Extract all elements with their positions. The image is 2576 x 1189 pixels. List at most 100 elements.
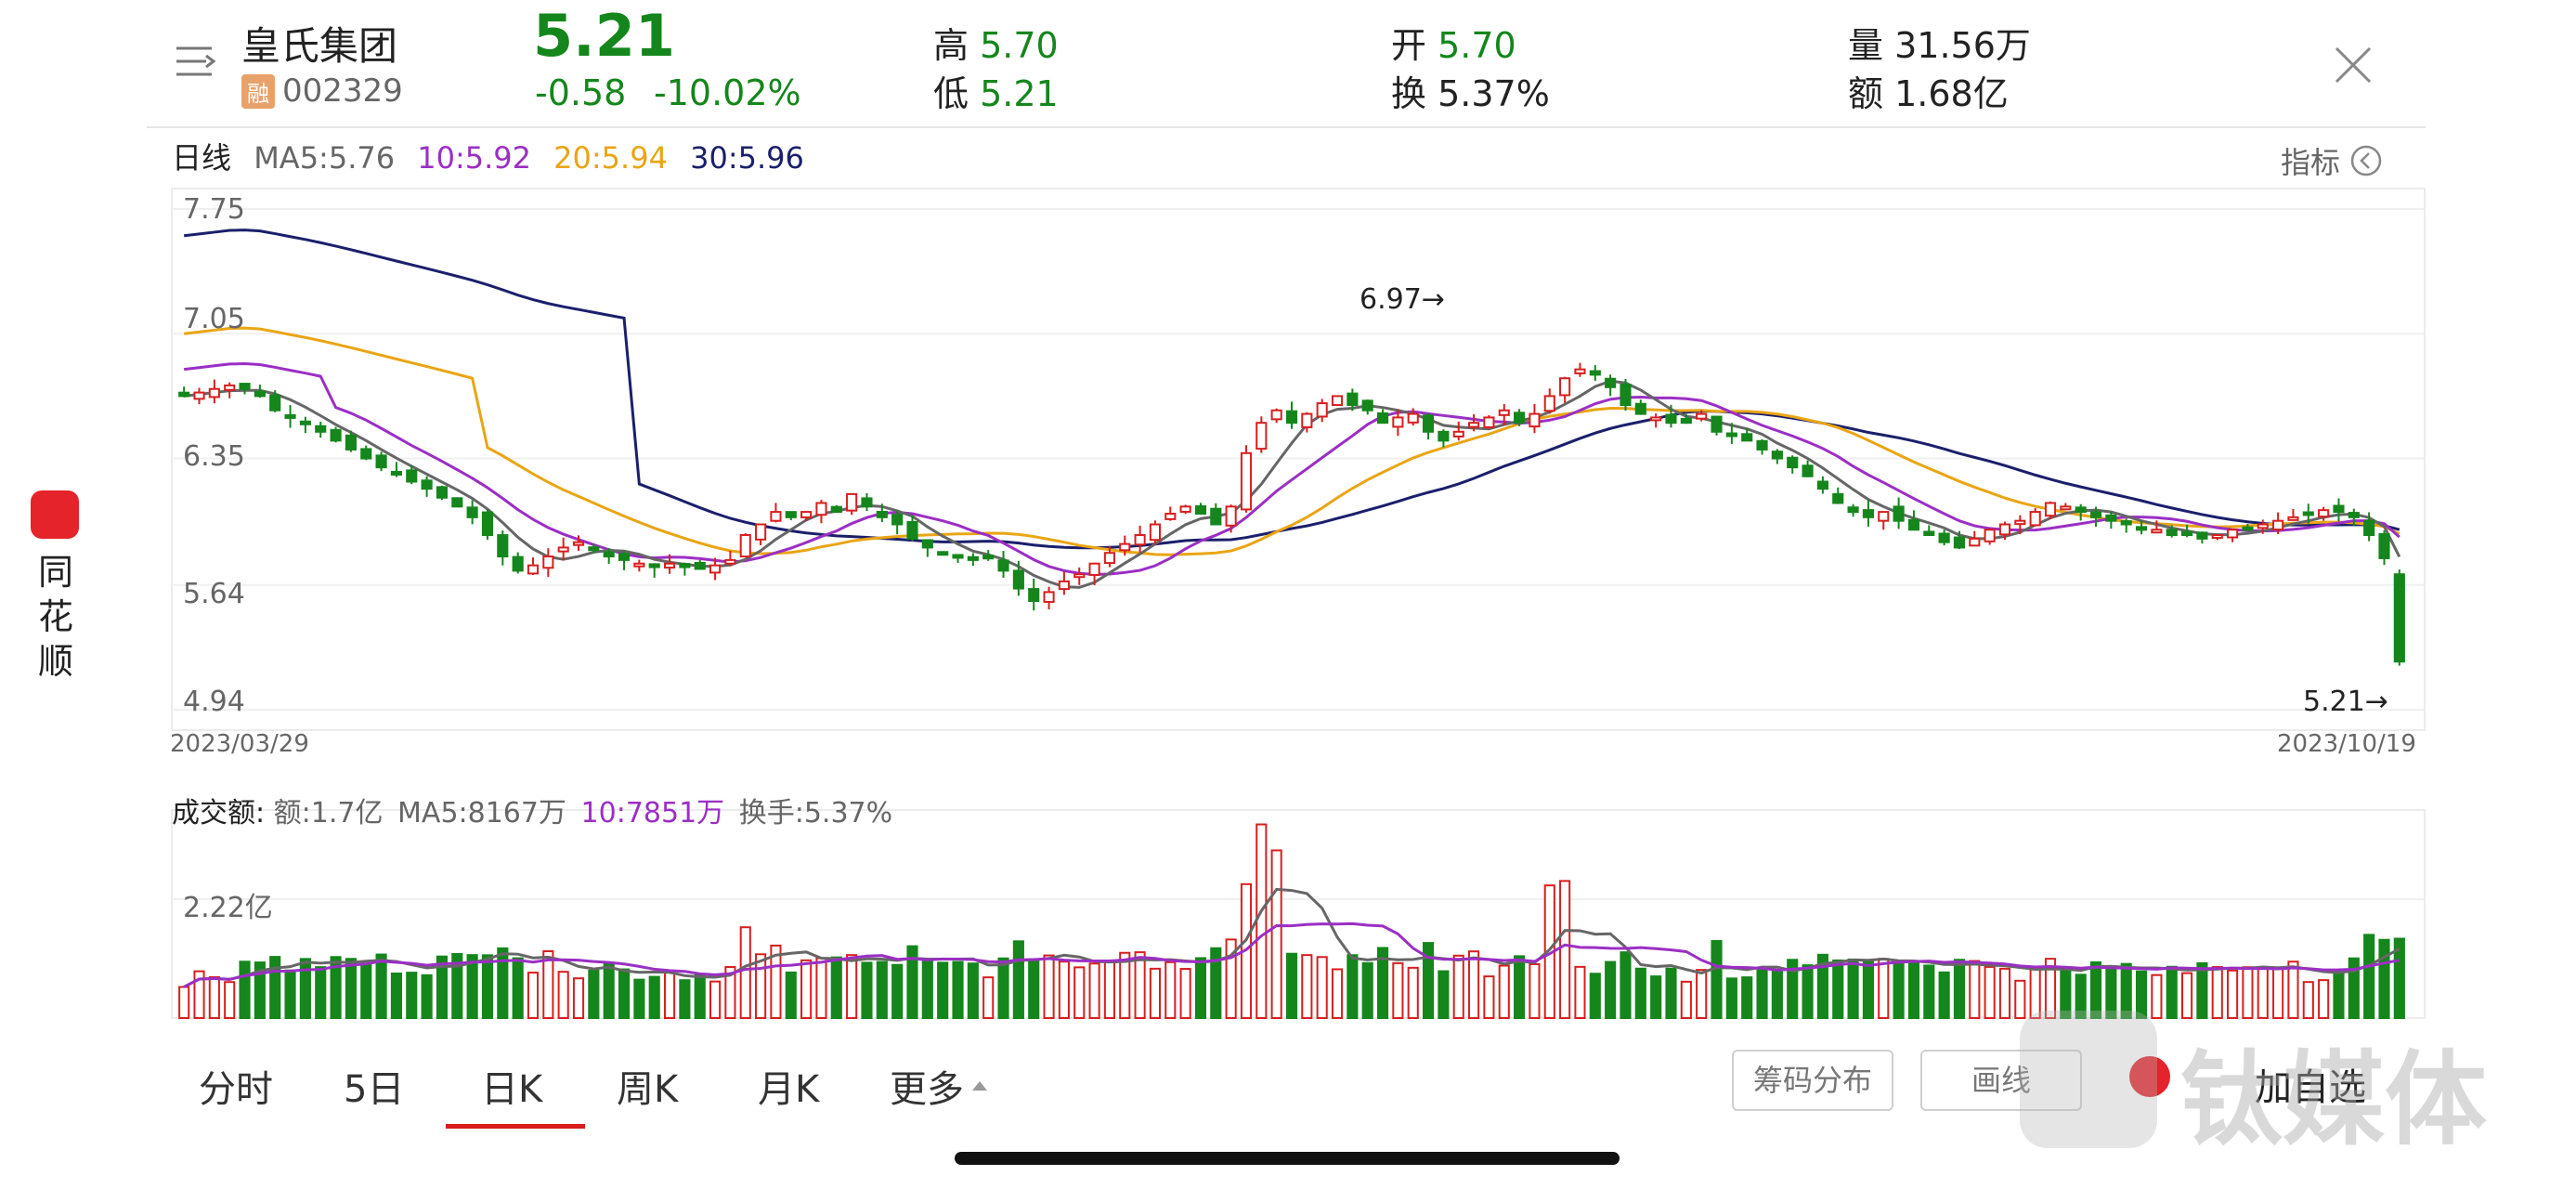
volume-bar-up [542, 950, 554, 1020]
candle-down [1210, 507, 1222, 526]
tab-intraday[interactable]: 分时 [199, 1068, 273, 1111]
tab-5day[interactable]: 5日 [344, 1068, 405, 1111]
candle-down [330, 428, 342, 442]
candle-up [1164, 513, 1177, 520]
volume-bar-down [1422, 942, 1435, 1020]
volume-bar-up [557, 971, 569, 1020]
volume-bar-up [1559, 880, 1571, 1019]
volume-bar-down [906, 945, 918, 1019]
volume-bar-up [1984, 965, 1996, 1019]
volume-bar-up [1164, 960, 1177, 1020]
candle-down [952, 554, 964, 559]
volume-bar-down [2378, 938, 2390, 1020]
volume-ma10: 10:7851万 [580, 797, 725, 830]
volume-bar-down [1847, 958, 1859, 1020]
y-tick-label: 5.64 [183, 578, 245, 610]
volume-bar-down [1953, 959, 1966, 1020]
candle-up [1240, 451, 1253, 511]
volume-bar-up [2151, 973, 2163, 1020]
indicator-button[interactable]: 指标 [2281, 139, 2383, 182]
tab-weekly-k[interactable]: 周K [617, 1068, 679, 1111]
candle-up [633, 562, 645, 568]
candle-up [1984, 529, 1996, 542]
candle-down [891, 514, 904, 526]
volume-bar-up [178, 986, 190, 1020]
volume-bar-up [1878, 958, 1890, 1019]
tab-more[interactable]: 更多 [890, 1059, 990, 1113]
candle-down [2196, 531, 2208, 540]
tab-daily-k[interactable]: 日K [481, 1068, 543, 1111]
tab-monthly-k[interactable]: 月K [758, 1068, 820, 1111]
candle-up [557, 546, 569, 553]
volume-bar-down [1210, 947, 1222, 1020]
volume-bar-down [2135, 970, 2148, 1020]
candle-up [1878, 511, 1890, 522]
candle-up [1119, 542, 1131, 552]
candle-down [2135, 526, 2148, 531]
volume-bar-down [1665, 967, 1677, 1019]
volume-bar-up [2242, 966, 2254, 1020]
volume-bar-down [1862, 960, 1874, 1019]
volume-frame [171, 809, 2426, 1019]
volume-bar-down [876, 960, 888, 1019]
candle-down [1756, 439, 1768, 451]
close-icon[interactable] [2333, 45, 2374, 85]
ma20-line [183, 326, 2400, 556]
open-value: 5.70 [1438, 25, 1516, 66]
tab-more-label: 更多 [890, 1068, 964, 1111]
candle-up [1073, 573, 1086, 579]
draw-line-button[interactable]: 画线 [1920, 1050, 2082, 1111]
candle-up [208, 387, 220, 399]
ma10-line [183, 361, 2400, 576]
volume-bar-down [406, 972, 418, 1020]
volume-bar-up [982, 976, 995, 1020]
candle-up [1696, 412, 1708, 420]
volume-y-tick: 2.22亿 [183, 892, 273, 924]
volume-bar-up [1149, 967, 1162, 1020]
margin-tag: 融 [241, 73, 275, 109]
candle-down [284, 413, 296, 419]
candle-up [2151, 529, 2163, 534]
volume-ma5: MA5:8167万 [397, 797, 566, 830]
add-watchlist-button[interactable]: 加自选 [2255, 1066, 2366, 1109]
last-price-annotation: 5.21→ [2303, 686, 2388, 718]
candle-down [648, 563, 660, 568]
candle-down [375, 454, 387, 469]
volume-bar-up [1103, 960, 1115, 1019]
candle-up [1498, 409, 1510, 416]
candle-down [390, 470, 402, 476]
volume-bar-up [1452, 954, 1464, 1019]
volume-bar-down [952, 960, 964, 1020]
candle-down [2333, 504, 2345, 514]
chip-distribution-button[interactable]: 筹码分布 [1732, 1050, 1893, 1111]
y-tick-label: 7.75 [183, 193, 245, 226]
volume-bar-down [1376, 947, 1389, 1020]
volume-bar-down [1725, 977, 1737, 1019]
candle-down [2393, 573, 2405, 663]
volume-bar-down [1907, 960, 1920, 1020]
menu-icon[interactable] [175, 43, 217, 80]
volume-bar-down [1787, 959, 1799, 1020]
candle-up [2272, 519, 2284, 531]
volume-bar-up [1119, 951, 1131, 1020]
volume-bar-down [1028, 958, 1040, 1020]
volume-bar-down [891, 963, 904, 1020]
candle-down [2302, 511, 2314, 516]
candle-up [542, 555, 554, 569]
candle-down [1028, 588, 1040, 602]
volume-bar-up [2302, 981, 2314, 1020]
stock-name: 皇氏集团 [241, 23, 398, 69]
candle-up [1058, 580, 1070, 591]
volume-bar-down [1285, 952, 1298, 1020]
volume-bar-up [800, 959, 813, 1019]
app-logo-icon [31, 490, 79, 539]
candle-down [679, 563, 691, 568]
candle-up [1468, 422, 1480, 428]
candle-down [451, 497, 463, 508]
volume-bar-up [2318, 979, 2330, 1019]
candle-down [1589, 370, 1601, 376]
candle-down [1923, 530, 1935, 537]
volume-bar-up [1301, 954, 1313, 1019]
volume-bar-up [1969, 960, 1981, 1019]
